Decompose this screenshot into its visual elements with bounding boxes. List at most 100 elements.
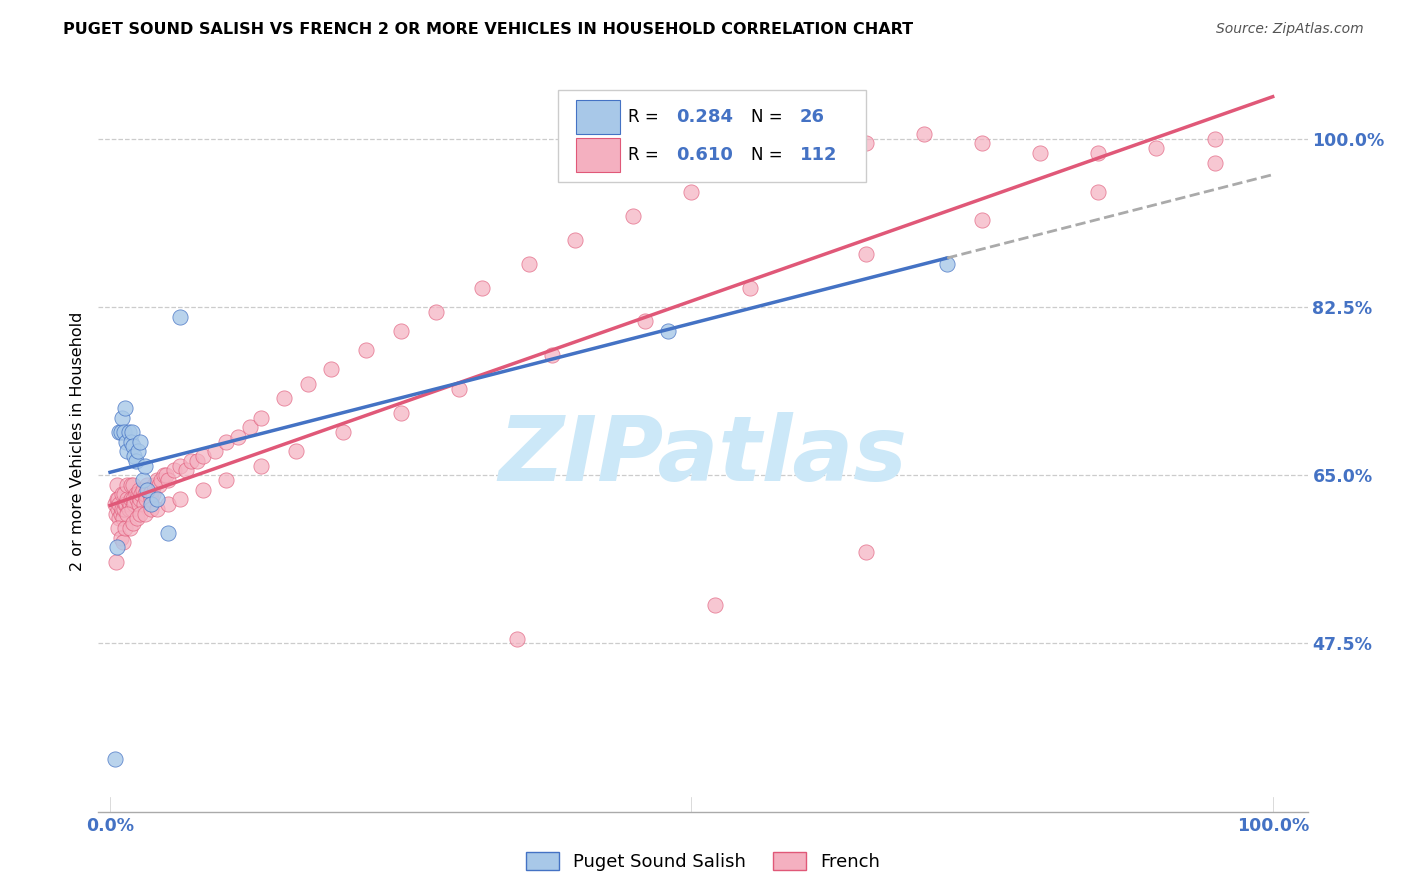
Point [114, 497, 136, 511]
Point [105, 541, 128, 555]
Point [118, 425, 141, 439]
Point [107, 492, 129, 507]
Point [122, 478, 145, 492]
Point [150, 473, 173, 487]
Point [111, 487, 134, 501]
Point [131, 487, 153, 501]
Point [1087, 185, 1109, 199]
Text: PUGET SOUND SALISH VS FRENCH 2 OR MORE VEHICLES IN HOUSEHOLD CORRELATION CHART: PUGET SOUND SALISH VS FRENCH 2 OR MORE V… [63, 22, 914, 37]
Point [250, 410, 273, 425]
Point [191, 449, 214, 463]
Point [128, 497, 150, 511]
Point [506, 632, 529, 646]
Point [138, 483, 160, 497]
Point [112, 487, 135, 501]
Point [111, 535, 134, 549]
Point [107, 521, 129, 535]
Point [110, 507, 132, 521]
Point [239, 420, 262, 434]
Point [169, 492, 191, 507]
Point [112, 425, 135, 439]
Point [139, 492, 162, 507]
Point [152, 468, 174, 483]
Point [120, 492, 142, 507]
Point [285, 444, 308, 458]
Y-axis label: 2 or more Vehicles in Household: 2 or more Vehicles in Household [69, 312, 84, 571]
Point [681, 185, 703, 199]
Point [120, 434, 142, 449]
Point [796, 151, 818, 165]
Point [131, 473, 153, 487]
Point [136, 478, 159, 492]
Point [108, 511, 131, 525]
Point [157, 525, 180, 540]
Point [134, 487, 156, 501]
Point [135, 492, 157, 507]
Point [389, 324, 412, 338]
Point [204, 444, 226, 458]
Legend: Puget Sound Salish, French: Puget Sound Salish, French [519, 845, 887, 879]
Point [127, 487, 149, 501]
Point [107, 501, 129, 516]
Point [855, 136, 877, 151]
Text: 0.610: 0.610 [676, 146, 734, 164]
Text: 0.284: 0.284 [676, 108, 734, 126]
Point [114, 521, 136, 535]
Point [121, 501, 143, 516]
Point [134, 458, 156, 473]
Point [114, 401, 136, 415]
Point [115, 497, 138, 511]
Point [117, 444, 139, 458]
Point [104, 555, 127, 569]
Point [136, 483, 159, 497]
Point [104, 507, 127, 521]
Point [169, 458, 191, 473]
Point [354, 343, 377, 358]
Point [143, 478, 166, 492]
FancyBboxPatch shape [576, 100, 620, 134]
Point [110, 531, 132, 545]
Point [471, 281, 494, 295]
Point [1087, 146, 1109, 161]
Point [970, 213, 993, 227]
Point [129, 434, 152, 449]
Text: R =: R = [628, 108, 664, 126]
FancyBboxPatch shape [558, 90, 866, 183]
Point [127, 444, 149, 458]
Point [104, 752, 127, 766]
Point [124, 497, 146, 511]
Point [124, 454, 146, 468]
Text: ZIPatlas: ZIPatlas [499, 412, 907, 500]
Point [447, 382, 470, 396]
Point [129, 507, 152, 521]
Point [132, 497, 155, 511]
Point [120, 478, 142, 492]
Point [145, 492, 167, 507]
Point [145, 501, 167, 516]
Point [738, 165, 761, 179]
Point [148, 478, 170, 492]
Point [621, 209, 644, 223]
Point [125, 492, 148, 507]
Point [564, 233, 586, 247]
Point [138, 487, 160, 501]
Point [110, 425, 132, 439]
Point [174, 463, 197, 477]
Point [855, 545, 877, 559]
Point [273, 391, 295, 405]
Point [115, 434, 138, 449]
Point [125, 511, 148, 525]
Point [319, 362, 342, 376]
Point [122, 516, 145, 531]
Point [634, 314, 657, 328]
Point [250, 458, 273, 473]
Point [117, 507, 139, 521]
Point [139, 501, 162, 516]
Text: R =: R = [628, 146, 664, 164]
Point [118, 497, 141, 511]
Point [121, 425, 143, 439]
Point [540, 348, 562, 362]
FancyBboxPatch shape [576, 138, 620, 172]
Point [936, 257, 959, 271]
Point [122, 492, 145, 507]
